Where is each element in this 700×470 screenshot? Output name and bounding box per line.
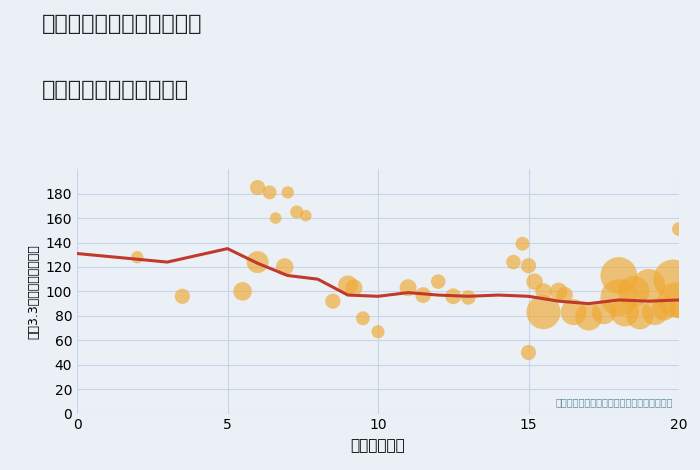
Point: [417, 291, 428, 299]
Point: [252, 184, 263, 191]
Point: [372, 328, 384, 336]
Point: [643, 282, 655, 289]
Point: [517, 240, 528, 248]
Point: [613, 272, 624, 279]
Text: 円の大きさは、取引のあった物件面積を示す: 円の大きさは、取引のあった物件面積を示す: [556, 398, 673, 407]
Point: [553, 288, 564, 295]
Point: [634, 312, 645, 320]
Point: [176, 292, 188, 300]
Point: [523, 262, 534, 269]
Point: [433, 278, 444, 285]
Point: [342, 282, 354, 289]
Point: [667, 275, 678, 283]
Point: [463, 294, 474, 301]
Point: [264, 188, 275, 196]
Point: [523, 349, 534, 356]
Point: [357, 314, 368, 322]
Point: [282, 188, 293, 196]
Point: [402, 284, 414, 291]
Point: [508, 258, 519, 266]
Point: [568, 308, 580, 316]
Point: [349, 284, 360, 291]
Point: [673, 225, 685, 233]
Point: [279, 263, 290, 271]
X-axis label: 駅距離（分）: 駅距離（分）: [351, 438, 405, 453]
Point: [270, 214, 281, 222]
Point: [448, 292, 459, 300]
Point: [132, 253, 143, 261]
Point: [559, 291, 570, 299]
Point: [538, 288, 549, 295]
Point: [620, 308, 631, 316]
Point: [658, 305, 669, 312]
Point: [328, 298, 339, 305]
Point: [629, 288, 640, 295]
Y-axis label: 坪（3.3㎡）単価（万円）: 坪（3.3㎡）単価（万円）: [27, 244, 40, 339]
Point: [252, 258, 263, 266]
Text: 奈良県奈良市北登美ヶ丘の: 奈良県奈良市北登美ヶ丘の: [42, 14, 202, 34]
Point: [583, 313, 594, 321]
Point: [538, 308, 549, 316]
Point: [237, 288, 248, 295]
Point: [673, 305, 685, 312]
Point: [291, 208, 302, 216]
Point: [529, 278, 540, 285]
Point: [300, 212, 312, 219]
Point: [598, 308, 609, 316]
Text: 駅距離別中古戸建て価格: 駅距離別中古戸建て価格: [42, 80, 189, 100]
Point: [613, 294, 624, 301]
Point: [650, 308, 661, 316]
Point: [671, 296, 682, 304]
